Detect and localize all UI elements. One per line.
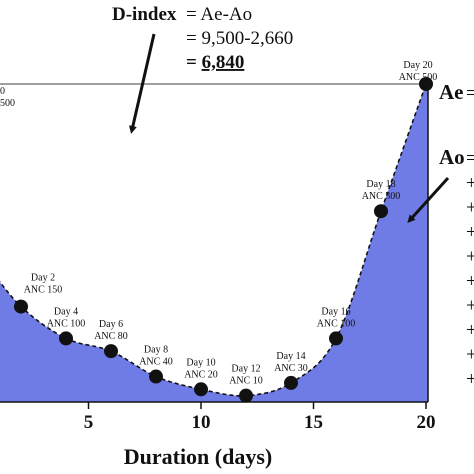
plus-sign: + [466,198,474,219]
point-label-day: Day 18 [366,179,395,190]
data-point [194,382,208,397]
x-tick-label: 5 [84,412,94,433]
data-point [329,331,343,346]
d-index-arrow-icon [128,33,156,134]
point-label-anc: ANC 30 [274,363,308,374]
plus-sign: + [466,222,474,243]
formula-line-3: = 6,840 [186,52,244,73]
x-tick-label: 15 [304,412,323,433]
point-label-anc: ANC 300 [362,191,401,202]
point-label-anc: ANC 150 [24,285,63,296]
x-tick-label: 20 [417,412,436,433]
formula-line-2: = 9,500-2,660 [186,28,293,49]
point-label-day: Day 6 [99,319,123,330]
point-label-anc: ANC 20 [184,369,218,380]
data-point [239,388,253,403]
plus-column: + + + + + + + + + [466,173,474,390]
formula-result-value: 6,840 [202,52,245,73]
d-index-label: D-index [112,4,177,25]
point-label-anc: ANC 100 [47,318,86,329]
formula-line-1: = Ae-Ao [186,4,252,25]
x-axis-ticks: 5 10 15 20 [84,402,436,433]
point-label-anc: ANC 10 [229,376,263,387]
point-label-anc: ANC 40 [139,357,173,368]
anc-area-fill [0,84,428,402]
plus-sign: + [466,247,474,268]
point-label-day: Day 16 [321,306,350,317]
data-point [284,375,298,390]
data-point [149,369,163,384]
ao-equals: = [466,148,474,169]
plus-sign: + [466,296,474,317]
data-point [419,77,433,91]
x-tick-label: 10 [192,412,211,433]
point-label-day: Day 2 [31,273,55,284]
data-point [59,331,73,346]
ref-left-day: 0 [0,86,5,97]
data-point [14,299,28,314]
point-label-day: Day 10 [186,357,215,368]
x-axis-title: Duration (days) [124,444,273,469]
plus-sign: + [466,369,474,390]
point-label-day: Day 8 [144,345,168,356]
plus-sign: + [466,173,474,194]
formula-result-prefix: = [186,52,202,73]
plus-sign: + [466,345,474,366]
ref-left-anc: 500 [0,98,15,109]
point-label-anc: ANC 80 [94,331,128,342]
data-point [104,344,118,359]
data-points [14,77,433,403]
ae-equals: = [466,83,474,104]
point-label-day: Day 14 [276,351,305,362]
point-label-anc: ANC 500 [399,72,438,83]
data-point [374,204,388,219]
plot-area [0,83,428,402]
ao-arrow-icon [407,176,450,223]
point-label-anc: ANC 100 [317,318,356,329]
point-label-day: Day 12 [231,364,260,375]
ao-label: Ao [439,145,465,169]
plus-sign: + [466,271,474,292]
point-label-day: Day 4 [54,306,78,317]
point-label-day: Day 20 [403,60,432,71]
ae-label: Ae [439,80,464,104]
plus-sign: + [466,320,474,341]
